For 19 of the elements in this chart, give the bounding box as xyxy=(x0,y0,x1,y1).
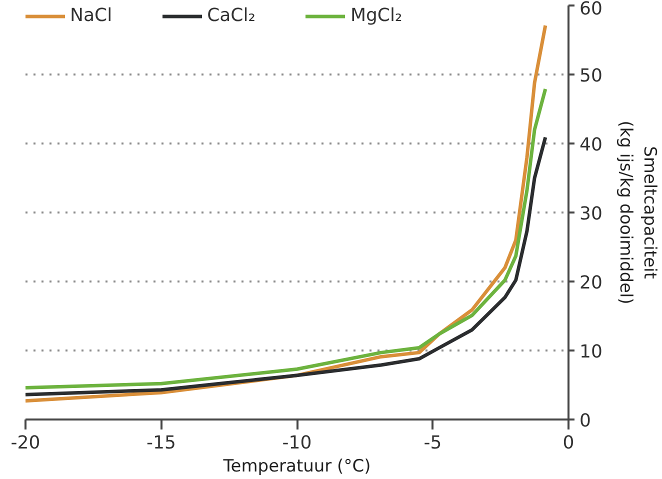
legend-label: CaCl₂ xyxy=(207,5,256,26)
x-tick-label: -15 xyxy=(146,432,176,454)
x-tick-label: -20 xyxy=(10,432,40,454)
y-tick-label: 30 xyxy=(580,204,602,224)
y-tick-label: 0 xyxy=(580,410,591,432)
x-tick-label: -5 xyxy=(424,432,442,454)
y-tick-label: 20 xyxy=(580,272,602,294)
legend-label: NaCl xyxy=(70,5,112,26)
x-tick-label: -10 xyxy=(282,432,312,454)
y-tick-label: 60 xyxy=(580,0,602,20)
x-axis-title: Temperatuur (°C) xyxy=(222,456,371,476)
y-tick-label: 50 xyxy=(580,66,602,86)
y-tick-label: 10 xyxy=(580,342,602,362)
x-tick-label: 0 xyxy=(562,432,574,454)
y-tick-label: 40 xyxy=(580,134,602,156)
legend-label: MgCl₂ xyxy=(350,5,402,26)
y-axis-title: Smeltcapaciteit (kg ijs/kg dooimiddel) xyxy=(615,120,660,304)
line-series xyxy=(26,87,548,390)
line-series xyxy=(26,136,548,396)
